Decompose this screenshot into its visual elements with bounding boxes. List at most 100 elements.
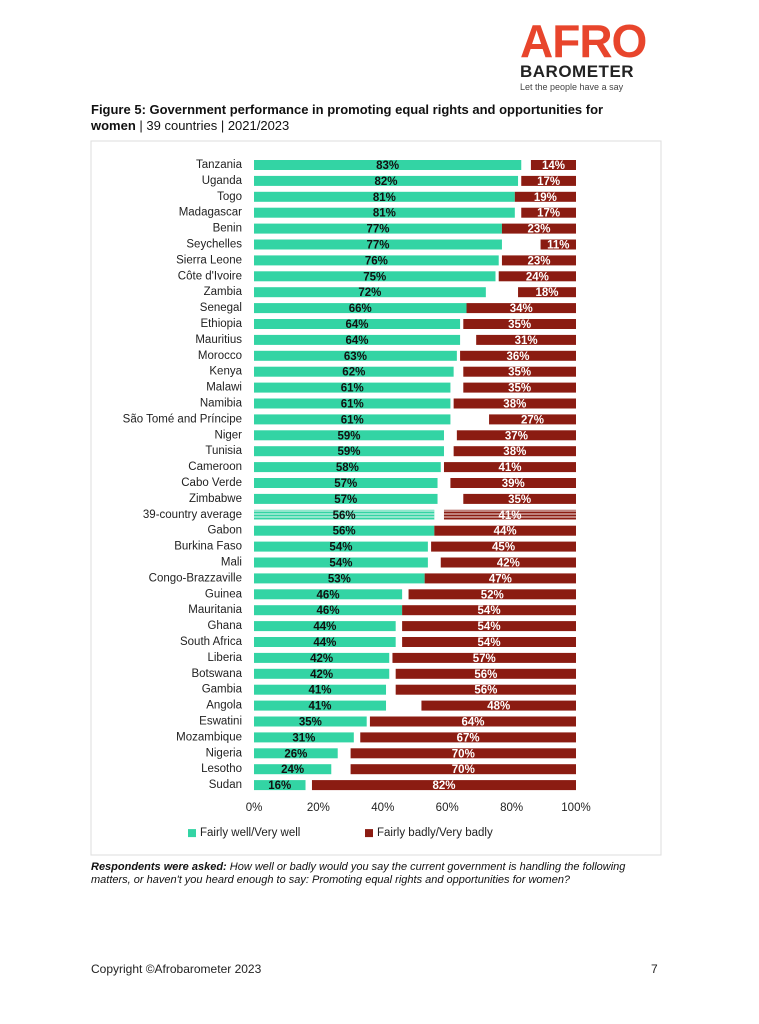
bar bbox=[350, 748, 576, 759]
y-tick-label: Sudan bbox=[209, 779, 242, 791]
y-tick-label: Gabon bbox=[207, 525, 242, 537]
bar bbox=[443, 462, 576, 473]
bar bbox=[424, 573, 576, 584]
value-label: 14% bbox=[542, 160, 565, 172]
value-label: 35% bbox=[508, 383, 531, 395]
value-label: 42% bbox=[497, 558, 520, 570]
bar bbox=[450, 478, 576, 488]
bar bbox=[254, 175, 519, 186]
bar bbox=[254, 255, 499, 266]
value-label: 46% bbox=[317, 605, 340, 617]
legend-label: Fairly badly/Very badly bbox=[377, 827, 493, 839]
value-label: 54% bbox=[478, 621, 501, 633]
logo: AFRO BAROMETER Let the people have a say bbox=[520, 14, 680, 92]
bar bbox=[402, 621, 576, 632]
bar bbox=[254, 303, 467, 314]
legend-swatch bbox=[365, 829, 373, 838]
value-label: 54% bbox=[478, 637, 501, 649]
bar bbox=[530, 160, 576, 170]
value-label: 54% bbox=[329, 558, 352, 570]
y-tick-label: Congo-Brazzaville bbox=[149, 572, 242, 584]
value-label: 61% bbox=[341, 383, 364, 395]
chart-frame bbox=[90, 140, 662, 856]
x-tick-label: 100% bbox=[561, 802, 590, 814]
value-label: 57% bbox=[473, 653, 496, 665]
bar bbox=[254, 334, 461, 345]
value-label: 70% bbox=[452, 748, 475, 760]
bar bbox=[254, 589, 403, 600]
y-tick-label: Namibia bbox=[200, 398, 243, 410]
y-tick-label: Tunisia bbox=[205, 445, 242, 457]
bar bbox=[254, 160, 522, 170]
bar bbox=[369, 716, 576, 727]
bar bbox=[254, 398, 451, 409]
hatch bbox=[254, 509, 435, 520]
bar bbox=[518, 287, 576, 298]
bar bbox=[254, 780, 306, 791]
y-tick-label: Malawi bbox=[206, 382, 242, 394]
bar bbox=[395, 684, 576, 695]
y-tick-label: Guinea bbox=[205, 588, 243, 600]
value-label: 58% bbox=[336, 462, 359, 474]
value-label: 61% bbox=[341, 399, 364, 411]
value-label: 35% bbox=[508, 319, 531, 331]
value-label: 46% bbox=[317, 589, 340, 601]
bar bbox=[463, 319, 576, 329]
bar bbox=[254, 732, 354, 743]
y-tick-label: Mauritania bbox=[188, 604, 242, 616]
value-label: 26% bbox=[284, 748, 307, 760]
value-label: 54% bbox=[329, 542, 352, 554]
value-label: 38% bbox=[503, 399, 526, 411]
y-tick-label: Niger bbox=[215, 429, 243, 441]
bar bbox=[254, 668, 390, 679]
y-tick-label: São Tomé and Príncipe bbox=[123, 413, 242, 425]
bar bbox=[350, 764, 576, 775]
y-tick-label: Mali bbox=[221, 557, 242, 569]
value-label: 64% bbox=[346, 319, 369, 331]
value-label: 23% bbox=[527, 255, 550, 267]
value-label: 44% bbox=[313, 637, 336, 649]
x-tick-label: 40% bbox=[371, 802, 394, 814]
value-label: 19% bbox=[534, 192, 557, 204]
bar bbox=[254, 319, 461, 329]
value-label: 38% bbox=[503, 446, 526, 458]
copyright: Copyright ©Afrobarometer 2023 bbox=[91, 962, 262, 976]
bar bbox=[460, 350, 576, 361]
value-label: 23% bbox=[527, 224, 550, 236]
value-label: 31% bbox=[515, 335, 538, 347]
value-label: 44% bbox=[313, 621, 336, 633]
y-tick-label: Lesotho bbox=[201, 763, 242, 775]
bar bbox=[254, 637, 396, 647]
value-label: 62% bbox=[342, 367, 365, 379]
legend-swatch bbox=[188, 829, 196, 838]
bar bbox=[463, 493, 576, 504]
value-label: 77% bbox=[366, 224, 389, 236]
logo-main: AFR bbox=[520, 15, 613, 67]
y-tick-label: Morocco bbox=[198, 350, 242, 362]
y-tick-label: Togo bbox=[217, 191, 242, 203]
bar bbox=[521, 175, 576, 186]
value-label: 59% bbox=[337, 446, 360, 458]
bar bbox=[254, 652, 390, 663]
y-tick-label: Ghana bbox=[207, 620, 242, 632]
y-tick-label: Seychelles bbox=[186, 239, 242, 251]
bar bbox=[254, 748, 338, 759]
value-label: 41% bbox=[498, 462, 521, 474]
y-tick-label: Tanzania bbox=[196, 159, 243, 171]
value-label: 41% bbox=[308, 685, 331, 697]
bar bbox=[254, 366, 454, 377]
value-label: 17% bbox=[537, 208, 560, 220]
value-label: 70% bbox=[452, 764, 475, 776]
bar bbox=[254, 223, 502, 234]
bar bbox=[540, 239, 576, 250]
value-label: 77% bbox=[366, 240, 389, 252]
value-label: 41% bbox=[498, 510, 521, 522]
bar bbox=[463, 382, 576, 393]
bar bbox=[254, 700, 387, 711]
bar bbox=[434, 525, 576, 536]
bar bbox=[254, 239, 502, 250]
bar bbox=[254, 684, 387, 695]
value-label: 36% bbox=[507, 351, 530, 363]
bar bbox=[402, 605, 576, 616]
bar bbox=[392, 652, 576, 663]
